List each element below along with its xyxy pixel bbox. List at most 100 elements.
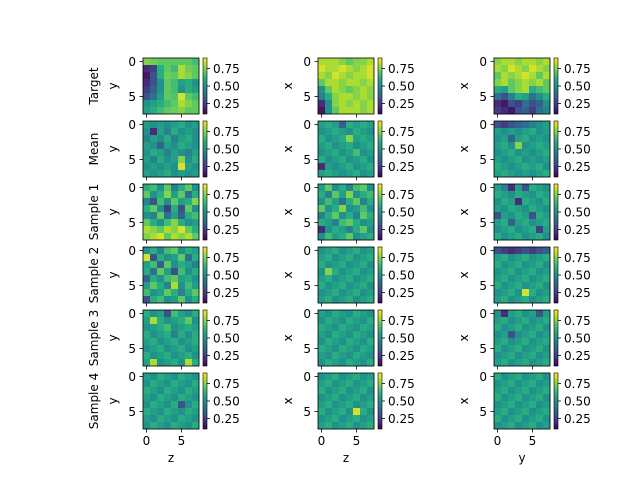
heatmap-cell bbox=[529, 331, 537, 339]
heatmap-cell bbox=[150, 170, 158, 178]
heatmap-cell bbox=[339, 107, 347, 115]
heatmap-cell bbox=[325, 86, 333, 94]
heatmap-cell bbox=[367, 387, 375, 395]
heatmap-cell bbox=[332, 247, 340, 255]
colorbar-tick-label: 0.75 bbox=[564, 62, 591, 76]
heatmap-cell bbox=[318, 58, 326, 66]
heatmap-cell bbox=[143, 394, 151, 402]
y-tick-label: 0 bbox=[128, 55, 136, 69]
heatmap-cell bbox=[325, 352, 333, 360]
heatmap-cell bbox=[494, 247, 502, 255]
heatmap-cell bbox=[185, 86, 193, 94]
heatmap-cell bbox=[178, 93, 186, 101]
heatmap-cell bbox=[171, 324, 179, 332]
heatmap-cell bbox=[543, 72, 551, 80]
x-tick-label: 5 bbox=[353, 434, 361, 448]
heatmap-cell bbox=[494, 107, 502, 115]
heatmap-cell bbox=[185, 121, 193, 129]
heatmap-cell bbox=[143, 170, 151, 178]
heatmap-cell bbox=[360, 331, 368, 339]
heatmap-cell bbox=[332, 212, 340, 220]
heatmap-cell bbox=[164, 247, 172, 255]
heatmap-cell bbox=[192, 198, 200, 206]
heatmap-cell bbox=[325, 191, 333, 199]
y-tick-label: 0 bbox=[479, 244, 487, 258]
heatmap-cell bbox=[143, 212, 151, 220]
heatmap-cell bbox=[360, 72, 368, 80]
heatmap-cell bbox=[143, 247, 151, 255]
heatmap-cell bbox=[508, 289, 516, 297]
y-tick-label: 5 bbox=[303, 90, 311, 104]
colorbar-tick-label: 0.50 bbox=[564, 79, 591, 93]
heatmap-cell bbox=[494, 65, 502, 73]
heatmap-cell bbox=[157, 261, 165, 269]
heatmap-cell bbox=[318, 345, 326, 353]
heatmap-cell bbox=[164, 324, 172, 332]
heatmap-cell bbox=[318, 86, 326, 94]
heatmap-cell bbox=[192, 261, 200, 269]
heatmap-cell bbox=[494, 205, 502, 213]
heatmap-cell bbox=[494, 261, 502, 269]
heatmap-cell bbox=[185, 198, 193, 206]
heatmap-cell bbox=[515, 226, 523, 234]
heatmap-cell bbox=[178, 415, 186, 423]
heatmap-cell bbox=[529, 380, 537, 388]
heatmap-cell bbox=[501, 191, 509, 199]
heatmap-cell bbox=[325, 93, 333, 101]
heatmap-cell bbox=[318, 352, 326, 360]
y-axis-label: x bbox=[281, 334, 295, 341]
heatmap-cell bbox=[171, 373, 179, 381]
heatmap-cell bbox=[164, 121, 172, 129]
heatmap-cell bbox=[318, 331, 326, 339]
heatmap-cell bbox=[346, 317, 354, 325]
heatmap-cell bbox=[143, 415, 151, 423]
panel-frame bbox=[142, 183, 200, 241]
heatmap-cell bbox=[515, 268, 523, 276]
heatmap-cell bbox=[339, 233, 347, 241]
y-tick-label: 5 bbox=[303, 342, 311, 356]
heatmap-cell bbox=[522, 226, 530, 234]
heatmap-cell bbox=[494, 275, 502, 283]
heatmap-cell bbox=[318, 373, 326, 381]
heatmap-cell bbox=[494, 233, 502, 241]
heatmap-cell bbox=[178, 163, 186, 171]
heatmap-cell bbox=[529, 65, 537, 73]
heatmap-cell bbox=[543, 387, 551, 395]
heatmap-cell bbox=[339, 415, 347, 423]
heatmap-panel: 0 5 y 0.25 0.50 0.75 bbox=[106, 244, 240, 307]
heatmap-cell bbox=[543, 233, 551, 241]
heatmap-cell bbox=[143, 72, 151, 80]
heatmap-cell bbox=[339, 219, 347, 227]
heatmap-cell bbox=[192, 401, 200, 409]
heatmap-cell bbox=[332, 184, 340, 192]
heatmap-cell bbox=[508, 275, 516, 283]
heatmap-cell bbox=[150, 163, 158, 171]
heatmap-cell bbox=[501, 72, 509, 80]
heatmap-cell bbox=[353, 184, 361, 192]
heatmap-cell bbox=[150, 352, 158, 360]
heatmap-cell bbox=[543, 149, 551, 157]
heatmap-cell bbox=[185, 128, 193, 136]
heatmap-cell bbox=[529, 72, 537, 80]
heatmap-cell bbox=[494, 121, 502, 129]
heatmap-cell bbox=[318, 65, 326, 73]
heatmap-cell bbox=[346, 247, 354, 255]
heatmap-cell bbox=[367, 261, 375, 269]
heatmap-cell bbox=[529, 289, 537, 297]
heatmap-cell bbox=[318, 317, 326, 325]
colorbar bbox=[553, 246, 559, 304]
colorbar-tick-label: 0.25 bbox=[564, 160, 591, 174]
heatmap-cell bbox=[332, 380, 340, 388]
heatmap-cell bbox=[360, 275, 368, 283]
heatmap-cell bbox=[543, 93, 551, 101]
heatmap-cell bbox=[332, 324, 340, 332]
y-tick-label: 5 bbox=[479, 90, 487, 104]
heatmap-cell bbox=[353, 345, 361, 353]
heatmap-cell bbox=[494, 331, 502, 339]
heatmap-cell bbox=[178, 338, 186, 346]
y-tick-label: 0 bbox=[479, 307, 487, 321]
colorbar-tick-label: 0.25 bbox=[388, 223, 415, 237]
heatmap-cell bbox=[332, 226, 340, 234]
colorbar bbox=[202, 246, 208, 304]
